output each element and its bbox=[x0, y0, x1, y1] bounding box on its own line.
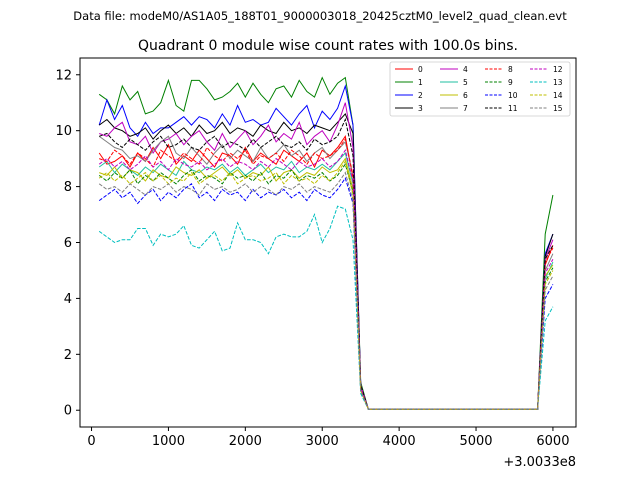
x-axis-offset-label: +3.0033e8 bbox=[503, 455, 576, 470]
series-line-10 bbox=[98, 177, 554, 410]
legend-label-5: 5 bbox=[463, 78, 468, 87]
legend-label-8: 8 bbox=[508, 65, 513, 74]
figure-suptitle: Data file: modeM0/AS1A05_188T01_90000030… bbox=[73, 9, 567, 23]
legend-label-3: 3 bbox=[418, 104, 423, 113]
legend-label-7: 7 bbox=[463, 104, 468, 113]
legend-label-6: 6 bbox=[463, 91, 468, 100]
y-tick-label: 12 bbox=[55, 68, 72, 83]
series-line-15 bbox=[98, 171, 554, 410]
y-tick-label: 2 bbox=[64, 348, 72, 363]
legend-label-9: 9 bbox=[508, 78, 513, 87]
y-tick-label: 6 bbox=[64, 236, 72, 251]
legend-label-1: 1 bbox=[418, 78, 423, 87]
chart-title: Quadrant 0 module wise count rates with … bbox=[138, 38, 518, 54]
legend-label-2: 2 bbox=[418, 91, 423, 100]
y-tick-label: 10 bbox=[55, 124, 72, 139]
x-tick-label: 4000 bbox=[383, 434, 416, 449]
x-axis-ticks: 0 1000 2000 3000 4000 5000 6000 bbox=[87, 427, 569, 449]
legend-label-13: 13 bbox=[553, 78, 563, 87]
y-axis-ticks: 0 2 4 6 8 10 12 bbox=[55, 68, 80, 419]
legend-label-11: 11 bbox=[508, 104, 518, 113]
x-tick-label: 5000 bbox=[459, 434, 492, 449]
x-tick-label: 0 bbox=[87, 434, 95, 449]
legend-label-4: 4 bbox=[463, 65, 468, 74]
x-tick-label: 3000 bbox=[306, 434, 339, 449]
series-line-14 bbox=[98, 160, 554, 410]
series-layer bbox=[98, 76, 554, 410]
series-line-13 bbox=[98, 205, 554, 410]
x-tick-label: 1000 bbox=[152, 434, 185, 449]
y-tick-label: 4 bbox=[64, 292, 72, 307]
legend-label-12: 12 bbox=[553, 65, 563, 74]
y-tick-label: 0 bbox=[64, 404, 72, 419]
x-tick-label: 2000 bbox=[229, 434, 262, 449]
legend-label-0: 0 bbox=[418, 65, 423, 74]
legend-label-10: 10 bbox=[508, 91, 518, 100]
legend-label-14: 14 bbox=[553, 91, 563, 100]
y-tick-label: 8 bbox=[64, 180, 72, 195]
legend-label-15: 15 bbox=[553, 104, 563, 113]
x-tick-label: 6000 bbox=[536, 434, 569, 449]
series-line-9 bbox=[98, 163, 554, 410]
legend-frame bbox=[389, 61, 571, 117]
